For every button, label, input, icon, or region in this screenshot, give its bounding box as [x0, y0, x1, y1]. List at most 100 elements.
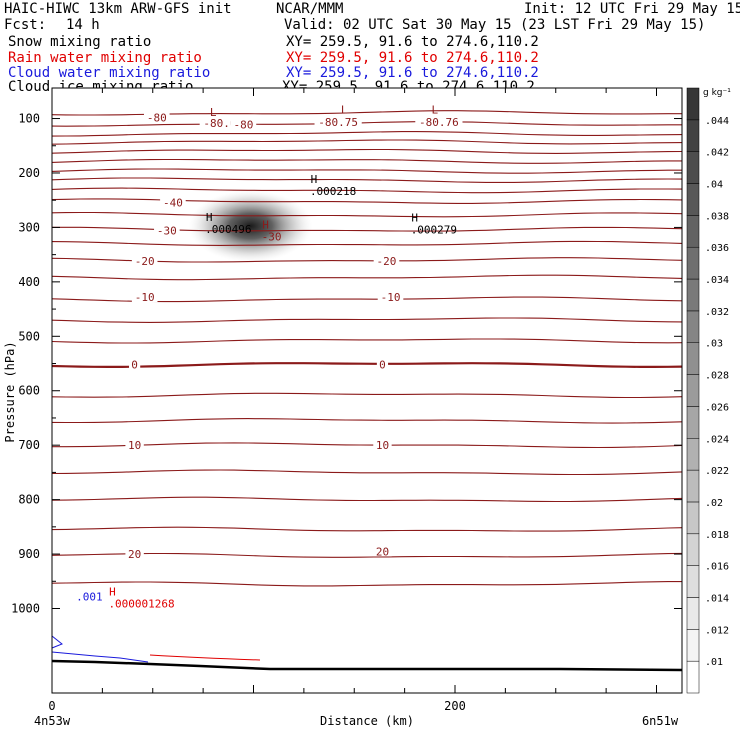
high-value: .000279 [411, 223, 457, 236]
isotherm-line [51, 148, 683, 154]
colorbar-swatch [686, 660, 700, 694]
isotherm-line [51, 139, 683, 145]
field-cloud-xy: XY= 259.5, 91.6 to 274.6,110.2 [286, 65, 539, 81]
isotherm-line [51, 198, 683, 204]
high-marker: H [262, 219, 269, 232]
isotherm-line [51, 392, 683, 399]
low-marker: L [341, 104, 348, 117]
x-tick-label: 200 [444, 699, 466, 713]
colorbar-swatch [686, 87, 700, 121]
colorbar-swatch [686, 374, 700, 407]
x-tick-label: 0 [48, 699, 55, 713]
colorbar-swatch [686, 629, 700, 662]
colorbar-tick-label: .022 [705, 466, 729, 477]
contour-label: -40 [163, 196, 183, 209]
contour-label: -80 [147, 111, 167, 124]
contour-label: 20 [376, 545, 389, 558]
cloud-water-label: .001 [76, 591, 103, 604]
model-title: HAIC-HIWC 13km ARW-GFS init [4, 1, 232, 17]
y-tick-label: 900 [18, 547, 40, 561]
colorbar-swatch [686, 342, 700, 375]
high-value: .000496 [205, 223, 251, 236]
high-marker: H [109, 585, 116, 598]
y-tick-label: 100 [18, 112, 40, 126]
contour-label: 0 [379, 359, 386, 372]
isotherm-line [51, 187, 683, 194]
isotherm-line [51, 362, 683, 368]
y-tick-label: 700 [18, 438, 40, 452]
init-time: Init: 12 UTC Fri 29 May 15 [524, 1, 740, 17]
contour-label-bg [129, 357, 141, 370]
isotherm-line [51, 158, 682, 164]
colorbar-tick-label: .034 [705, 275, 729, 286]
terrain-line [51, 659, 683, 672]
colorbar-swatch [686, 565, 700, 598]
colorbar-tick-label: .032 [705, 307, 729, 318]
colorbar-tick-label: .012 [705, 625, 729, 636]
contour-label-bg [131, 290, 158, 303]
contour-label-bg [373, 544, 392, 557]
colorbar-tick-label: .026 [705, 402, 729, 413]
colorbar-tick-label: .036 [705, 243, 729, 254]
colorbar-tick-label: .014 [705, 593, 729, 604]
isotherm-line [51, 526, 683, 532]
contour-label: -80.75 [318, 116, 358, 129]
colorbar-tick-label: .04 [705, 180, 723, 191]
low-marker: L [210, 106, 217, 119]
contour-label: -30 [157, 225, 177, 238]
colorbar-swatch [686, 501, 700, 535]
y-tick-label: 600 [18, 384, 40, 398]
colorbar-tick-label: .03 [705, 339, 723, 350]
isotherm-line [51, 496, 683, 503]
contour-label-bg [376, 357, 389, 370]
colorbar-swatch [686, 406, 700, 439]
fcst-value: 14 h [66, 17, 100, 33]
contour-label: -80.76 [419, 116, 459, 129]
colorbar-tick-label: .01 [705, 657, 723, 668]
colorbar-tick-label: .044 [705, 116, 729, 127]
y-tick-label: 300 [18, 220, 40, 234]
contour-label-bg [154, 223, 180, 236]
field-snow-name: Snow mixing ratio [8, 34, 152, 50]
contour-label: 20 [128, 548, 141, 561]
contour-label: 10 [128, 439, 141, 452]
field-rain-name: Rain water mixing ratio [8, 50, 202, 66]
isotherm-line [51, 121, 682, 127]
contour-label: 0 [131, 359, 138, 372]
x-end-label: 6n51w [642, 714, 679, 728]
colorbar-swatch [686, 597, 700, 630]
field-cloud-name: Cloud water mixing ratio [8, 65, 211, 81]
fcst-label: Fcst: [4, 17, 47, 33]
contour-label-bg [131, 254, 158, 267]
contour-label: -20 [377, 255, 397, 268]
colorbar-tick-label: .02 [705, 498, 723, 509]
contour-label-bg [125, 438, 144, 451]
high-marker: H [206, 211, 213, 224]
colorbar-unit: g kg⁻¹ [703, 88, 731, 98]
colorbar-tick-label: .038 [705, 211, 729, 222]
colorbar-swatch [686, 533, 700, 566]
contour-label-bg [143, 110, 170, 123]
isotherm-line [51, 168, 682, 174]
y-tick-label: 1000 [11, 602, 40, 616]
high-value: .000218 [310, 185, 356, 198]
isotherm-line [52, 442, 683, 449]
high-marker: H [311, 173, 318, 186]
low-marker: L [432, 104, 439, 117]
contour-label-bg [377, 290, 404, 303]
colorbar-swatch [686, 151, 700, 184]
colorbar-tick-label: .024 [705, 434, 729, 445]
colorbar-swatch [686, 438, 700, 471]
contour-label: -80 [233, 119, 253, 132]
contour-label-bg [160, 195, 186, 208]
colorbar-tick-label: .018 [705, 530, 729, 541]
contour-label-bg [314, 114, 362, 127]
colorbar-swatch [686, 119, 700, 152]
field-snow-xy: XY= 259.5, 91.6 to 274.6,110.2 [286, 34, 539, 50]
contour-label-bg [373, 438, 392, 451]
high-marker: H [411, 211, 418, 224]
colorbar-swatch [686, 469, 700, 503]
contour-label-bg [373, 254, 400, 267]
y-axis-label: Pressure (hPa) [3, 341, 17, 442]
